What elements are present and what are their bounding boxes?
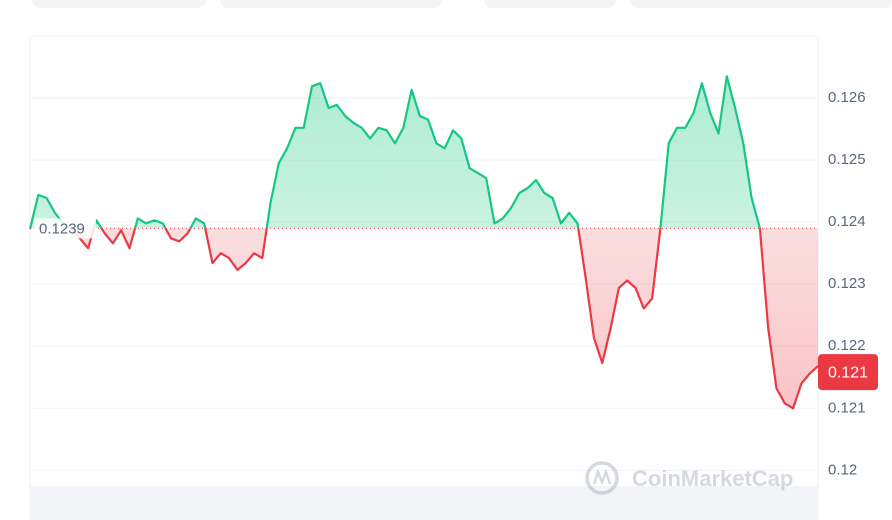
area-down <box>30 228 818 409</box>
y-tick-label: 0.126 <box>828 89 866 106</box>
y-tick-label: 0.121 <box>828 399 866 416</box>
price-badge-text: 0.121 <box>828 364 868 381</box>
y-tick-label: 0.12 <box>828 461 857 478</box>
tab[interactable] <box>220 0 442 8</box>
watermark: CoinMarketCap <box>585 461 793 495</box>
tab[interactable] <box>484 0 616 8</box>
watermark-logo <box>585 461 619 495</box>
y-tick-label: 0.123 <box>828 275 866 292</box>
y-tick-label: 0.125 <box>828 151 866 168</box>
price-line-up <box>29 75 762 229</box>
tab[interactable] <box>32 0 206 8</box>
y-tick-label: 0.122 <box>828 337 866 354</box>
baseline-label-bg <box>34 218 96 239</box>
y-tick-label: 0.124 <box>828 213 866 230</box>
price-badge <box>818 354 878 391</box>
tab[interactable] <box>630 0 892 8</box>
volume-strip <box>30 486 818 520</box>
area-up <box>30 76 760 229</box>
watermark-logo <box>592 468 612 486</box>
watermark-text: CoinMarketCap <box>632 466 793 491</box>
baseline-label: 0.1239 <box>39 220 85 237</box>
